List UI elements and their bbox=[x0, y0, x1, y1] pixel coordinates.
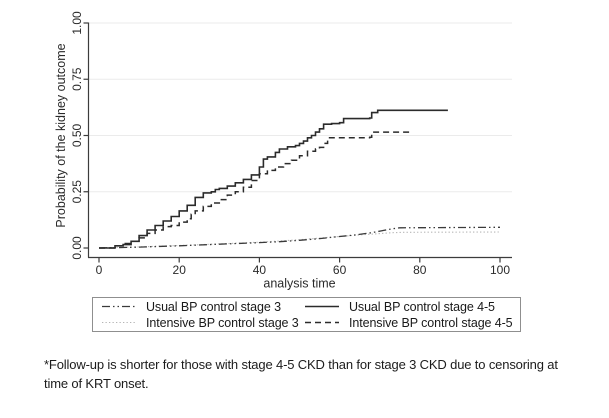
y-tick-label: 0.50 bbox=[70, 123, 84, 147]
x-tick-label: 0 bbox=[96, 263, 103, 277]
solid-line-icon bbox=[305, 305, 339, 308]
legend-label: Intensive BP control stage 3 bbox=[146, 315, 299, 330]
legend-item-usual-stage45: Usual BP control stage 4-5 bbox=[304, 299, 520, 314]
dash-dot-dot-line-icon bbox=[102, 305, 136, 308]
legend-label: Usual BP control stage 3 bbox=[146, 299, 281, 314]
footnote: *Follow-up is shorter for those with sta… bbox=[44, 355, 558, 393]
legend-item-intensive-stage45: Intensive BP control stage 4-5 bbox=[304, 315, 520, 330]
x-axis-title: analysis time bbox=[263, 277, 335, 291]
x-tick-label: 20 bbox=[173, 263, 187, 277]
series-curve-0 bbox=[98, 226, 501, 249]
series-curve-1 bbox=[99, 109, 448, 249]
y-tick-label: 0.25 bbox=[70, 180, 84, 204]
x-tick-label: 100 bbox=[490, 263, 510, 277]
legend-label: Usual BP control stage 4-5 bbox=[349, 299, 495, 314]
x-tick-label: 40 bbox=[253, 263, 267, 277]
series-curve-2 bbox=[98, 231, 501, 249]
footnote-line-1: *Follow-up is shorter for those with sta… bbox=[44, 357, 558, 372]
dashed-line-icon bbox=[305, 321, 339, 324]
legend-label: Intensive BP control stage 4-5 bbox=[349, 315, 513, 330]
x-tick-label: 60 bbox=[333, 263, 347, 277]
y-tick-label: 0.75 bbox=[70, 67, 84, 91]
y-tick-label: 1.00 bbox=[70, 11, 84, 35]
legend-item-usual-stage3: Usual BP control stage 3 bbox=[101, 299, 304, 314]
y-axis-title: Probability of the kidney outcome bbox=[54, 43, 68, 227]
dotted-line-icon bbox=[102, 321, 136, 324]
series-curve-3 bbox=[99, 131, 412, 249]
footnote-line-2: time of KRT onset. bbox=[44, 376, 149, 391]
legend-item-intensive-stage3: Intensive BP control stage 3 bbox=[101, 315, 304, 330]
survival-plot: 0.00 0.25 0.50 0.75 1.00 0 20 40 60 80 100 Probabil… bbox=[54, 11, 512, 291]
legend: Usual BP control stage 3 Usual BP contro… bbox=[92, 297, 521, 332]
x-tick-label: 80 bbox=[413, 263, 427, 277]
y-tick-label: 0.00 bbox=[70, 236, 84, 260]
